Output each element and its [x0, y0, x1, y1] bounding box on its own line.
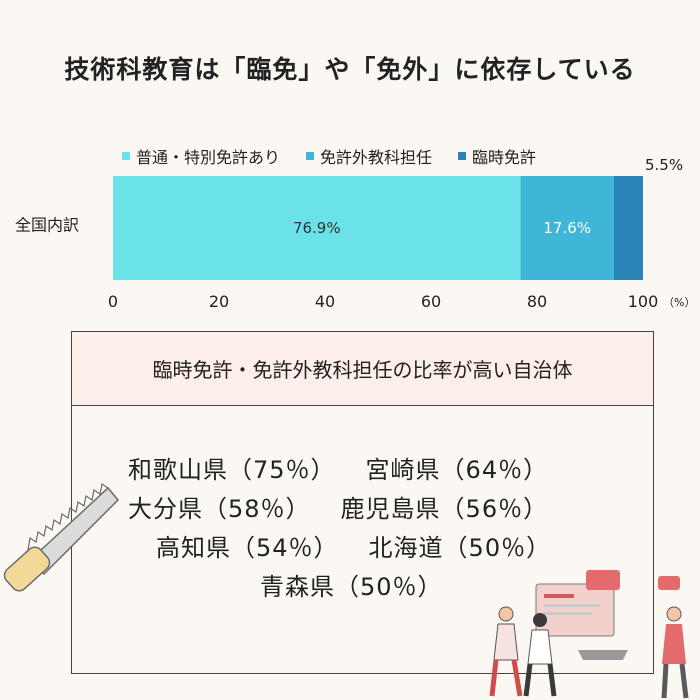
legend-swatch-outside-subject	[306, 152, 315, 160]
legend-item-outside-subject: 免許外教科担任	[306, 144, 432, 168]
pref-kagoshima: 鹿児島県（56％）	[340, 495, 549, 523]
legend-label-temporary: 臨時免許	[472, 148, 537, 167]
legend-label-outside-subject: 免許外教科担任	[320, 148, 433, 167]
pref-row-3: 高知県（54％） 北海道（50％）	[156, 528, 551, 563]
pref-oita: 大分県（58％）	[128, 495, 311, 523]
data-label-1: 76.9%	[293, 219, 341, 237]
high-ratio-prefectures-panel: 臨時免許・免許外教科担任の比率が高い自治体 和歌山県（75％） 宮崎県（64％） …	[71, 331, 654, 674]
legend-item-regular: 普通・特別免許あり	[122, 144, 280, 168]
bar-segment-1	[113, 176, 521, 280]
legend-item-temporary: 臨時免許	[458, 144, 536, 168]
legend-swatch-regular	[122, 152, 130, 160]
x-tick-label-100: 100	[628, 292, 659, 311]
stacked-bar-chart: 全国内訳 76.9% 17.6% 5.5% 0 20 40 60 80 100 （%）	[15, 156, 695, 311]
pref-kochi: 高知県（54％）	[156, 534, 339, 562]
x-axis-unit: （%）	[663, 296, 695, 309]
x-tick-label-60: 60	[421, 292, 441, 311]
x-tick-label-40: 40	[315, 292, 335, 311]
bar-segment-2	[520, 176, 614, 280]
panel-heading: 臨時免許・免許外教科担任の比率が高い自治体	[72, 332, 653, 406]
pref-row-4: 青森県（50％）	[260, 567, 443, 602]
data-label-3: 5.5%	[645, 156, 683, 174]
bar-segment-3	[613, 176, 643, 280]
people-illustration	[489, 570, 689, 699]
legend-label-regular: 普通・特別免許あり	[136, 148, 281, 167]
category-label: 全国内訳	[15, 216, 79, 235]
saw-illustration	[3, 483, 120, 592]
chart-legend: 普通・特別免許あり 免許外教科担任 臨時免許	[122, 144, 536, 168]
x-tick-label-80: 80	[527, 292, 547, 311]
pref-aomori: 青森県（50％）	[260, 573, 443, 601]
pref-miyazaki: 宮崎県（64％）	[365, 456, 549, 484]
x-tick-label-0: 0	[108, 292, 118, 311]
data-label-2: 17.6%	[543, 219, 591, 237]
pref-wakayama: 和歌山県（75％）	[128, 456, 336, 484]
x-tick-label-20: 20	[209, 292, 229, 311]
pref-row-1: 和歌山県（75％） 宮崎県（64％）	[128, 450, 548, 485]
page-title: 技術科教育は「臨免」や「免外」に依存している	[64, 55, 636, 84]
pref-row-2: 大分県（58％） 鹿児島県（56％）	[128, 489, 548, 524]
legend-swatch-temporary	[458, 152, 467, 160]
pref-hokkaido: 北海道（50％）	[368, 534, 552, 562]
